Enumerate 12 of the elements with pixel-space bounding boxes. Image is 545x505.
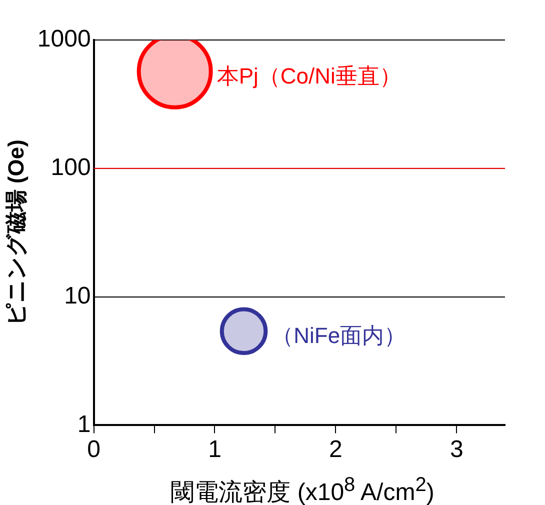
x-axis-title: 閾電流密度 (x10$^{8}$ A/cm$^{2}$) (170, 473, 436, 505)
series-label: （NiFe面内） (272, 323, 406, 348)
y-tick-label: 1 (77, 410, 91, 438)
x-tick-label: 2 (329, 436, 342, 464)
y-axis-title: ピニング磁場 (Oe) (3, 140, 28, 326)
series-label: 本Pj（Co/Ni垂直） (216, 63, 402, 88)
y-tick-label: 100 (50, 154, 91, 182)
y-tick-label: 1000 (37, 26, 91, 53)
y-tick-label: 10 (64, 282, 91, 310)
x-tick-label: 3 (450, 436, 464, 464)
x-tick-label: 0 (87, 436, 100, 464)
x-tick-label: 1 (208, 436, 222, 464)
